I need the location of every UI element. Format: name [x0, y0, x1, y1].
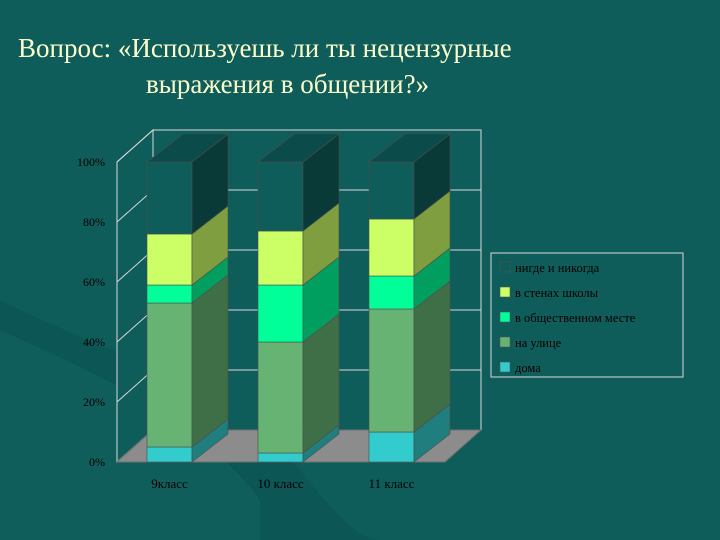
- bar-segment-side: [191, 274, 229, 448]
- legend-label: дома: [515, 361, 541, 375]
- legend-label: в общественном месте: [515, 311, 636, 325]
- bar-segment: [368, 431, 415, 463]
- legend-label: в стенах школы: [515, 286, 599, 300]
- y-tick-label: 20%: [83, 395, 105, 409]
- legend-swatch: [499, 261, 511, 273]
- x-category-label: 9класс: [151, 476, 188, 491]
- bar-segment: [257, 284, 304, 343]
- bar-top: [257, 133, 340, 163]
- bar-segment: [368, 218, 415, 277]
- bar-segment: [257, 230, 304, 286]
- bar-segment: [146, 233, 193, 286]
- gridline: [116, 129, 481, 163]
- x-category-label: 11 класс: [369, 476, 415, 491]
- bar-stack: [368, 133, 451, 463]
- legend-swatch: [499, 286, 511, 298]
- legend-swatch: [499, 311, 511, 323]
- bar-segment: [146, 284, 193, 304]
- legend-label: нигде и никогда: [515, 261, 600, 275]
- bar-segment: [257, 161, 304, 232]
- bar-stack: [146, 133, 229, 463]
- bar-segment: [146, 446, 193, 463]
- y-tick-label: 100%: [77, 155, 105, 169]
- x-category-label: 10 класс: [257, 476, 304, 491]
- y-tick-label: 80%: [83, 215, 105, 229]
- bar-top: [368, 133, 451, 163]
- y-tick-label: 40%: [83, 335, 105, 349]
- legend-label: на улице: [515, 336, 562, 350]
- bars: 9класс 10 класс 11 класс: [146, 133, 451, 491]
- bar-segment: [257, 341, 304, 454]
- legend: нигде и никогда в стенах школы в обществен…: [490, 252, 684, 378]
- bar-segment: [257, 452, 304, 463]
- bar-segment: [146, 302, 193, 448]
- bar-top: [146, 133, 229, 163]
- legend-box: [490, 252, 684, 378]
- slide-title-line-1: Вопрос: «Используешь ли ты нецензурные: [18, 33, 512, 63]
- bar-segment: [368, 275, 415, 310]
- y-tick-label: 60%: [83, 275, 105, 289]
- bar-stack: [257, 133, 340, 463]
- y-tick-label: 0%: [89, 455, 105, 469]
- bar-segment: [146, 161, 193, 235]
- legend-swatch: [499, 361, 511, 373]
- legend-swatch: [499, 336, 511, 348]
- slide-title-line-2: выражения в общении?»: [146, 69, 430, 99]
- slide-title: Вопрос: «Используешь ли ты нецензурные в…: [18, 30, 708, 102]
- bar-segment: [368, 161, 415, 220]
- bar-segment: [368, 308, 415, 433]
